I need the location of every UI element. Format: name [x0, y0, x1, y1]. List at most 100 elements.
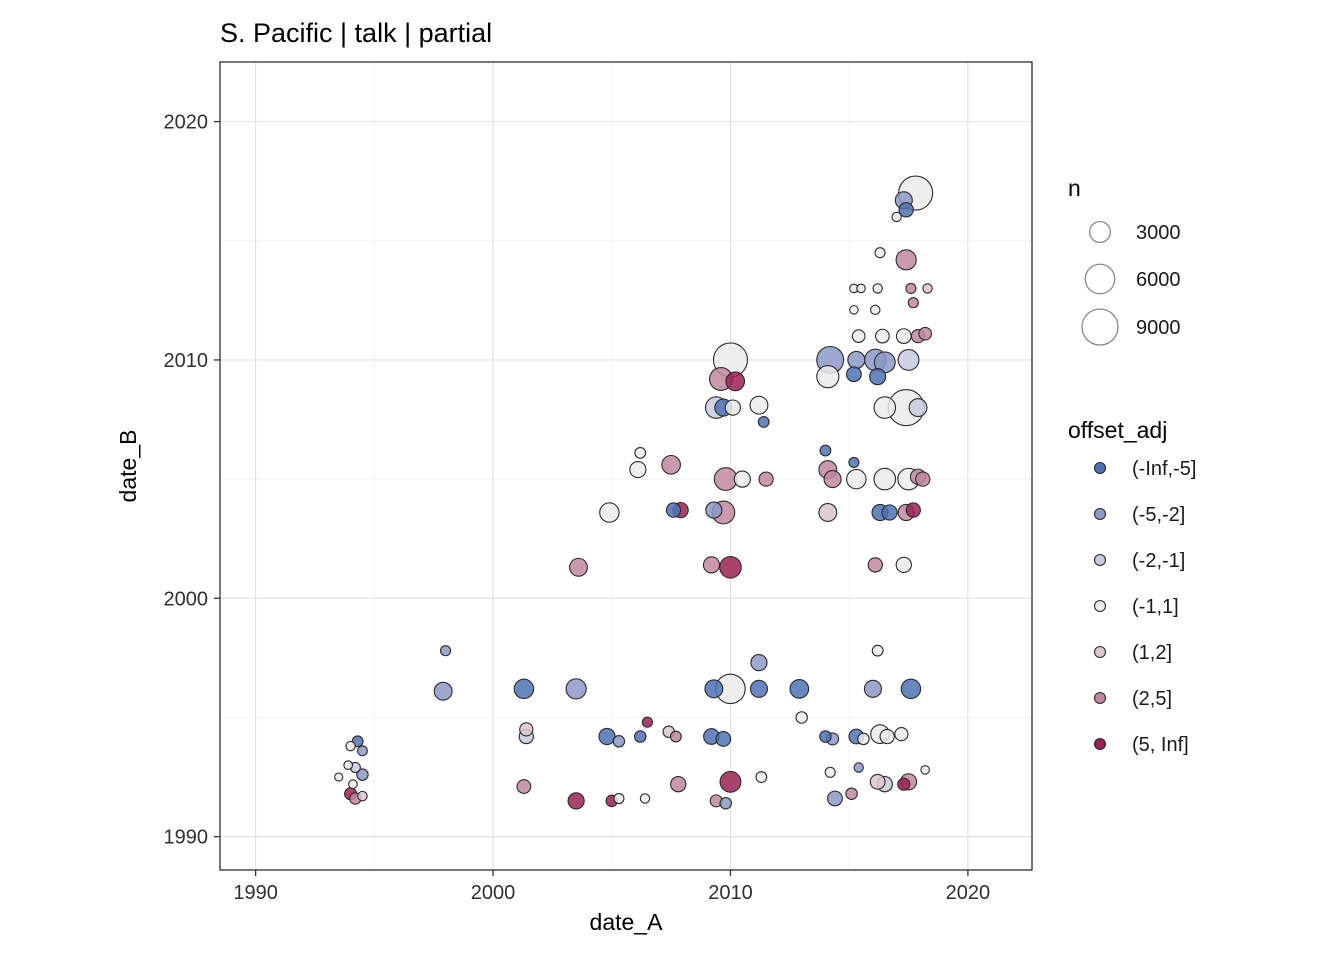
data-point	[871, 644, 884, 657]
size-legend-label: 9000	[1136, 317, 1181, 339]
data-point	[704, 679, 724, 699]
color-legend-key	[1093, 737, 1107, 751]
data-point	[819, 444, 832, 457]
color-legend-key	[1093, 553, 1107, 567]
data-point	[847, 350, 866, 369]
data-point	[641, 716, 653, 728]
chart-title: S. Pacific | talk | partial	[220, 18, 492, 48]
data-point	[357, 745, 368, 757]
data-point	[719, 770, 742, 793]
data-point	[439, 645, 452, 657]
data-point	[356, 768, 369, 781]
size-legend-title: n	[1068, 175, 1081, 201]
size-legend-key	[1081, 308, 1119, 346]
data-point	[848, 456, 860, 469]
data-point	[702, 556, 721, 574]
color-legend-key	[1093, 461, 1107, 475]
data-point	[853, 762, 864, 773]
data-point	[827, 790, 843, 807]
data-point	[757, 415, 770, 428]
color-legend-label: (-Inf,-5]	[1132, 458, 1196, 480]
data-point	[345, 740, 356, 752]
data-point	[348, 779, 358, 790]
data-point	[513, 678, 535, 700]
data-point	[849, 305, 859, 315]
data-point	[897, 777, 911, 791]
data-point	[881, 504, 898, 521]
data-point	[873, 467, 897, 491]
data-point	[894, 727, 909, 742]
data-point	[750, 654, 768, 672]
data-point	[900, 678, 922, 700]
data-point	[824, 766, 836, 778]
data-point	[705, 501, 723, 519]
data-point	[565, 678, 587, 700]
data-point	[922, 283, 933, 294]
data-point	[898, 202, 914, 218]
data-point	[758, 471, 774, 487]
data-point	[846, 366, 862, 383]
data-point	[874, 247, 886, 259]
y-axis-label: date_B	[115, 430, 141, 503]
y-tick-label: 2010	[164, 350, 209, 372]
data-point	[567, 792, 585, 810]
data-point	[918, 326, 933, 341]
data-point	[819, 730, 832, 743]
data-point	[816, 364, 840, 389]
color-legend-key	[1093, 507, 1107, 521]
data-point	[870, 304, 881, 316]
data-point	[823, 470, 842, 489]
size-legend-label: 6000	[1136, 269, 1181, 291]
color-legend-label: (-2,-1]	[1132, 550, 1185, 572]
color-legend-label: (-1,1]	[1132, 596, 1179, 618]
data-point	[891, 211, 902, 223]
data-point	[357, 790, 368, 802]
data-point	[846, 468, 867, 490]
y-tick-label: 2020	[164, 112, 209, 134]
size-legend-label: 3000	[1136, 222, 1181, 244]
data-point	[343, 760, 354, 771]
data-point	[612, 735, 626, 748]
data-point	[905, 282, 917, 295]
data-point	[857, 732, 870, 746]
data-point	[872, 283, 883, 294]
data-point	[869, 368, 887, 386]
data-point	[895, 328, 912, 345]
data-point	[755, 771, 768, 783]
data-point	[569, 557, 588, 577]
data-point	[599, 502, 620, 523]
data-point	[907, 297, 919, 309]
data-point	[670, 776, 687, 793]
data-point	[920, 765, 930, 775]
data-point	[733, 470, 751, 488]
data-point	[334, 772, 344, 782]
data-point	[749, 679, 769, 698]
data-point	[875, 328, 890, 344]
data-point	[873, 396, 897, 419]
y-tick-label: 2000	[164, 588, 209, 610]
data-point	[879, 728, 895, 745]
data-point	[897, 348, 920, 371]
data-point	[818, 503, 838, 522]
data-point	[634, 446, 647, 459]
color-legend: (-Inf,-5] (-5,-2] (-2,-1] (-1,1] (1,2] (2,5] (…	[1093, 458, 1196, 756]
data-point	[719, 555, 742, 579]
size-legend: 3000 6000 9000	[1081, 220, 1181, 346]
data-point	[856, 283, 866, 294]
color-legend-title: offset_adj	[1068, 417, 1167, 443]
data-point	[598, 727, 616, 746]
color-legend-label: (1,2]	[1132, 642, 1172, 664]
color-legend-label: (2,5]	[1132, 688, 1172, 710]
data-point	[633, 730, 647, 743]
x-tick-label: 1990	[233, 882, 278, 904]
data-point	[915, 471, 931, 487]
x-tick-label: 2010	[708, 882, 753, 904]
x-axis-label: date_A	[590, 909, 664, 935]
generated-chart-layers: 1990 2000 2010 2020 1990 2000 2010 2020 3000 6000…	[164, 61, 1196, 904]
points-layer	[334, 175, 934, 810]
data-point	[661, 454, 681, 475]
x-tick-label: 2020	[946, 882, 991, 904]
data-point	[869, 773, 886, 790]
